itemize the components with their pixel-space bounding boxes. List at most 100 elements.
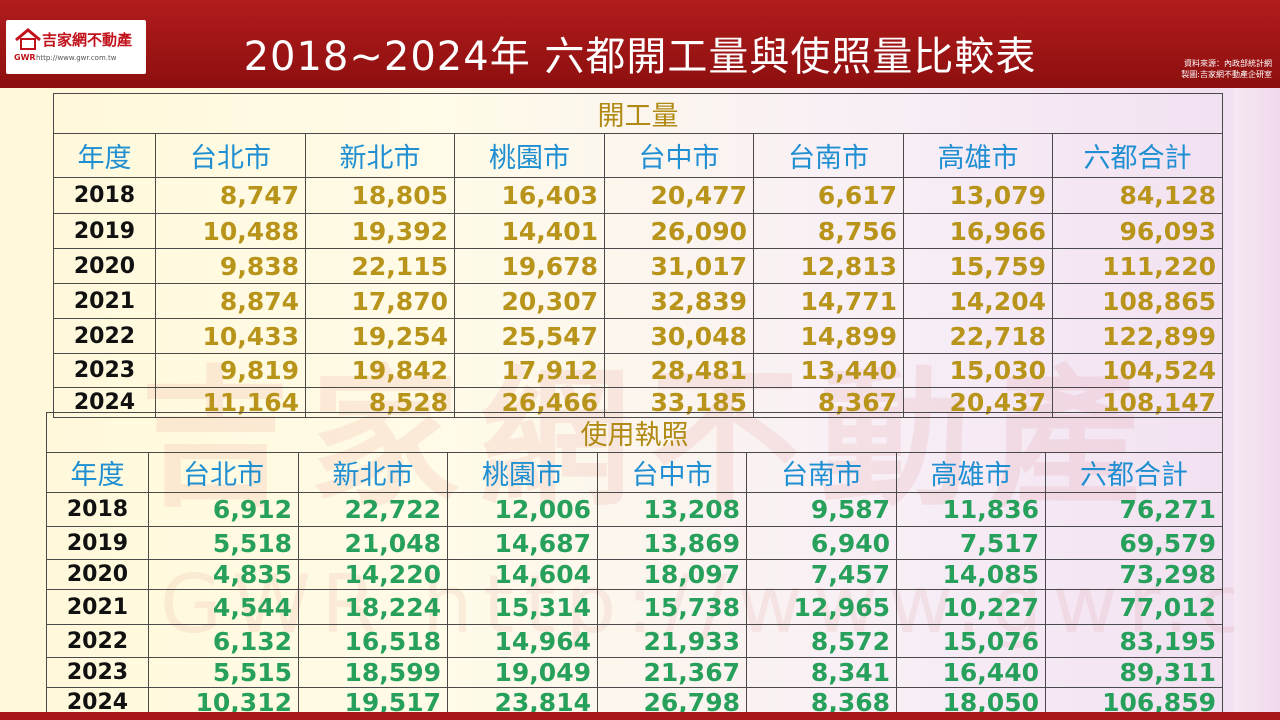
section-title: 使用執照 xyxy=(46,412,1223,453)
value-cell: 89,311 xyxy=(1045,657,1223,688)
value-cell: 8,341 xyxy=(746,657,897,688)
value-cell: 10,227 xyxy=(896,589,1046,625)
value-cell: 31,017 xyxy=(604,248,754,284)
value-cell: 77,012 xyxy=(1045,589,1223,625)
column-header: 新北市 xyxy=(298,452,448,493)
table-row: 2020 9,838 22,115 19,678 31,017 12,813 15,759 1… xyxy=(53,248,1223,284)
value-cell: 21,367 xyxy=(597,657,747,688)
value-cell: 9,838 xyxy=(155,248,306,284)
value-cell: 14,771 xyxy=(753,283,904,319)
value-cell: 5,515 xyxy=(148,657,299,688)
value-cell: 8,572 xyxy=(746,624,897,658)
value-cell: 28,481 xyxy=(604,353,754,388)
table-row: 2020 4,835 14,220 14,604 18,097 7,457 14,085 73… xyxy=(46,559,1223,590)
value-cell: 16,518 xyxy=(298,624,448,658)
value-cell: 122,899 xyxy=(1052,318,1223,354)
table-row: 2018 6,912 22,722 12,006 13,208 9,587 11,836 76… xyxy=(46,492,1223,527)
column-header: 台南市 xyxy=(753,133,904,178)
value-cell: 18,805 xyxy=(305,177,455,214)
value-cell: 19,678 xyxy=(454,248,605,284)
column-header: 六都合計 xyxy=(1045,452,1223,493)
column-header: 高雄市 xyxy=(896,452,1046,493)
column-header: 台中市 xyxy=(597,452,747,493)
bottom-bar xyxy=(0,712,1280,720)
year-cell: 2023 xyxy=(53,353,156,388)
value-cell: 15,030 xyxy=(903,353,1053,388)
value-cell: 22,115 xyxy=(305,248,455,284)
value-cell: 17,870 xyxy=(305,283,455,319)
logo: 吉家網不動產 GWR http://www.gwr.com.tw xyxy=(6,20,146,74)
column-header: 桃園市 xyxy=(454,133,605,178)
value-cell: 12,965 xyxy=(746,589,897,625)
house-logo-icon xyxy=(15,28,41,50)
value-cell: 19,254 xyxy=(305,318,455,354)
value-cell: 16,966 xyxy=(903,213,1053,249)
year-cell: 2023 xyxy=(46,657,149,688)
value-cell: 7,457 xyxy=(746,559,897,590)
value-cell: 13,869 xyxy=(597,526,747,560)
year-cell: 2022 xyxy=(53,318,156,354)
value-cell: 14,604 xyxy=(447,559,598,590)
value-cell: 13,440 xyxy=(753,353,904,388)
value-cell: 15,759 xyxy=(903,248,1053,284)
value-cell: 14,687 xyxy=(447,526,598,560)
value-cell: 6,940 xyxy=(746,526,897,560)
value-cell: 104,524 xyxy=(1052,353,1223,388)
page-title: 2018~2024年 六都開工量與使照量比較表 xyxy=(243,34,1037,80)
value-cell: 20,307 xyxy=(454,283,605,319)
year-cell: 2020 xyxy=(53,248,156,284)
source-note: 資料來源：內政部統計網 製圖:吉家網不動產企研室 xyxy=(1181,58,1272,80)
value-cell: 22,722 xyxy=(298,492,448,527)
value-cell: 21,933 xyxy=(597,624,747,658)
value-cell: 16,403 xyxy=(454,177,605,214)
value-cell: 21,048 xyxy=(298,526,448,560)
value-cell: 8,874 xyxy=(155,283,306,319)
value-cell: 32,839 xyxy=(604,283,754,319)
year-cell: 2022 xyxy=(46,624,149,658)
value-cell: 10,433 xyxy=(155,318,306,354)
column-header: 六都合計 xyxy=(1052,133,1223,178)
value-cell: 17,912 xyxy=(454,353,605,388)
value-cell: 6,132 xyxy=(148,624,299,658)
value-cell: 7,517 xyxy=(896,526,1046,560)
value-cell: 13,079 xyxy=(903,177,1053,214)
value-cell: 19,842 xyxy=(305,353,455,388)
right-decor-strip xyxy=(1234,88,1280,720)
value-cell: 111,220 xyxy=(1052,248,1223,284)
value-cell: 15,076 xyxy=(896,624,1046,658)
value-cell: 19,392 xyxy=(305,213,455,249)
value-cell: 8,747 xyxy=(155,177,306,214)
value-cell: 69,579 xyxy=(1045,526,1223,560)
value-cell: 84,128 xyxy=(1052,177,1223,214)
column-header: 新北市 xyxy=(305,133,455,178)
value-cell: 18,224 xyxy=(298,589,448,625)
header-row: 年度 台北市 新北市 桃園市 台中市 台南市 高雄市 六都合計 xyxy=(53,133,1223,178)
value-cell: 26,090 xyxy=(604,213,754,249)
column-header: 台中市 xyxy=(604,133,754,178)
value-cell: 83,195 xyxy=(1045,624,1223,658)
table-row: 2019 10,488 19,392 14,401 26,090 8,756 16,966 9… xyxy=(53,213,1223,249)
value-cell: 8,756 xyxy=(753,213,904,249)
value-cell: 14,204 xyxy=(903,283,1053,319)
value-cell: 6,617 xyxy=(753,177,904,214)
value-cell: 12,006 xyxy=(447,492,598,527)
value-cell: 20,477 xyxy=(604,177,754,214)
value-cell: 30,048 xyxy=(604,318,754,354)
source-line: 資料來源：內政部統計網 xyxy=(1184,59,1272,68)
value-cell: 12,813 xyxy=(753,248,904,284)
year-cell: 2020 xyxy=(46,559,149,590)
value-cell: 13,208 xyxy=(597,492,747,527)
value-cell: 4,544 xyxy=(148,589,299,625)
table-row: 2022 10,433 19,254 25,547 30,048 14,899 22,718… xyxy=(53,318,1223,354)
value-cell: 25,547 xyxy=(454,318,605,354)
value-cell: 73,298 xyxy=(1045,559,1223,590)
value-cell: 14,964 xyxy=(447,624,598,658)
value-cell: 6,912 xyxy=(148,492,299,527)
value-cell: 76,271 xyxy=(1045,492,1223,527)
value-cell: 15,738 xyxy=(597,589,747,625)
table-row: 2021 4,544 18,224 15,314 15,738 12,965 10,227 7… xyxy=(46,589,1223,625)
value-cell: 11,836 xyxy=(896,492,1046,527)
column-header: 年度 xyxy=(46,452,149,493)
use-license-table: 使用執照 年度 台北市 新北市 桃園市 台中市 台南市 高雄市 六都合計 2018 6,912 2… xyxy=(46,412,1223,718)
section-title: 開工量 xyxy=(53,93,1223,134)
